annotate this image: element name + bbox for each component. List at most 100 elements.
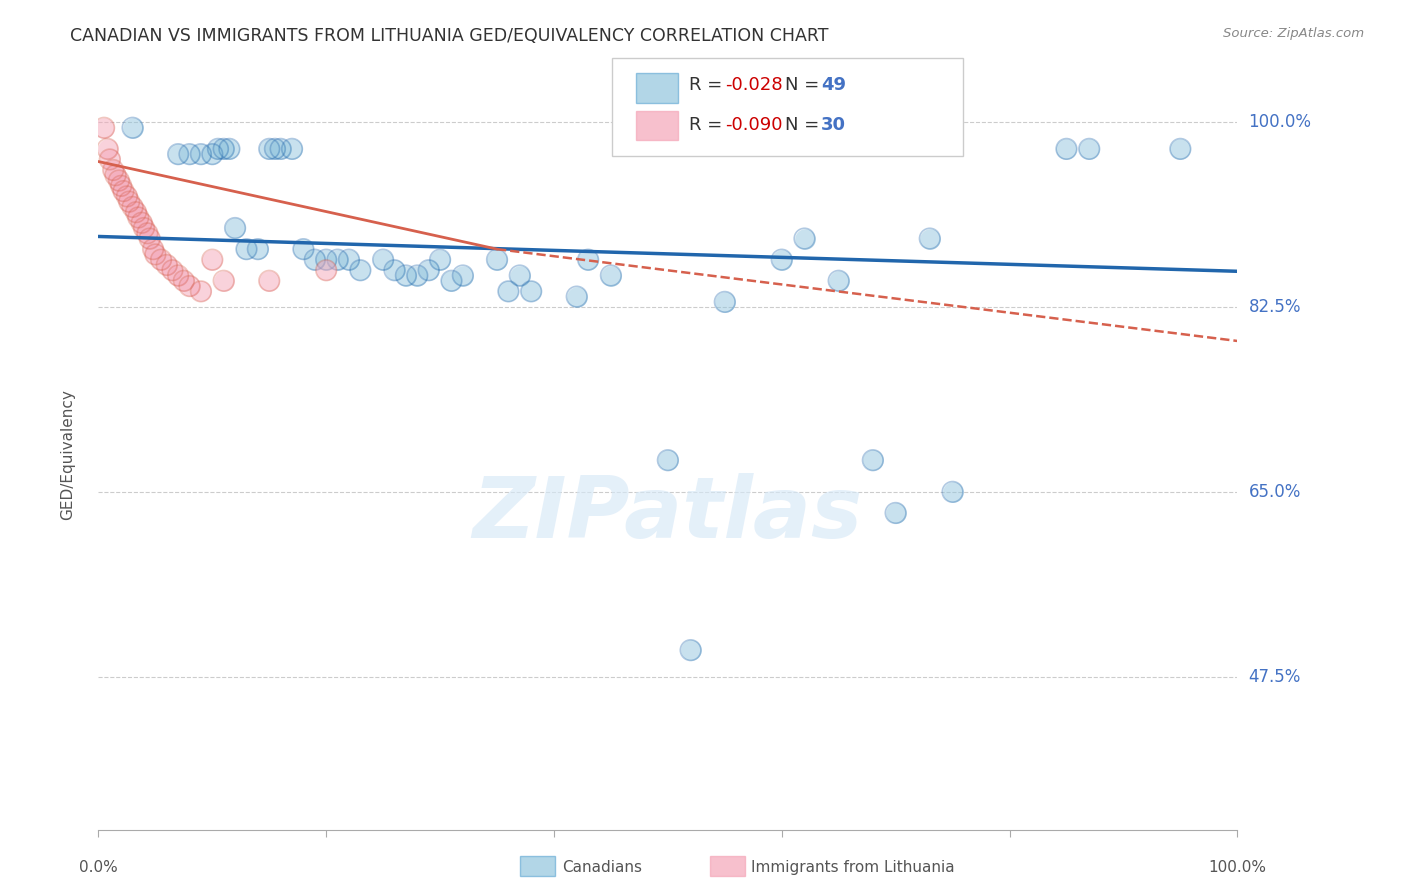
- Y-axis label: GED/Equivalency: GED/Equivalency: [60, 390, 75, 520]
- Point: [270, 142, 292, 156]
- Point: [1170, 142, 1192, 156]
- Point: [235, 242, 257, 256]
- Point: [98, 153, 121, 167]
- Point: [440, 274, 463, 288]
- Point: [770, 252, 793, 267]
- Point: [406, 268, 429, 283]
- Point: [156, 258, 179, 272]
- Point: [224, 221, 246, 235]
- Point: [1170, 142, 1192, 156]
- Point: [118, 194, 141, 209]
- Point: [657, 453, 679, 467]
- Point: [942, 484, 965, 499]
- Point: [121, 120, 143, 135]
- Point: [112, 184, 135, 198]
- Text: Source: ZipAtlas.com: Source: ZipAtlas.com: [1223, 27, 1364, 40]
- Point: [1054, 142, 1078, 156]
- Point: [179, 147, 201, 161]
- Point: [657, 453, 679, 467]
- Point: [1078, 142, 1101, 156]
- Point: [156, 258, 179, 272]
- Text: R =: R =: [689, 116, 728, 134]
- Point: [246, 242, 269, 256]
- Point: [115, 189, 138, 203]
- Point: [167, 268, 190, 283]
- Point: [498, 285, 520, 299]
- Point: [451, 268, 474, 283]
- Point: [132, 221, 155, 235]
- Point: [259, 274, 281, 288]
- Point: [304, 252, 326, 267]
- Point: [429, 252, 451, 267]
- Point: [520, 285, 543, 299]
- Point: [110, 178, 132, 193]
- Point: [281, 142, 304, 156]
- Point: [918, 231, 941, 245]
- Point: [384, 263, 406, 277]
- Point: [212, 142, 235, 156]
- Point: [125, 205, 148, 219]
- Point: [190, 285, 212, 299]
- Point: [315, 252, 337, 267]
- Point: [429, 252, 451, 267]
- Point: [173, 274, 195, 288]
- Point: [167, 147, 190, 161]
- Point: [884, 506, 907, 520]
- Point: [145, 247, 167, 261]
- Point: [576, 252, 599, 267]
- Point: [418, 263, 440, 277]
- Point: [315, 263, 337, 277]
- Point: [326, 252, 349, 267]
- Point: [118, 194, 141, 209]
- Point: [498, 285, 520, 299]
- Point: [315, 252, 337, 267]
- Point: [167, 268, 190, 283]
- Point: [862, 453, 884, 467]
- Text: 100.0%: 100.0%: [1208, 860, 1267, 874]
- Text: 49: 49: [821, 76, 846, 94]
- Text: R =: R =: [689, 76, 728, 94]
- Point: [384, 263, 406, 277]
- Point: [212, 142, 235, 156]
- Point: [292, 242, 315, 256]
- Point: [793, 231, 815, 245]
- Point: [395, 268, 418, 283]
- Point: [103, 163, 125, 178]
- Point: [793, 231, 815, 245]
- Point: [600, 268, 623, 283]
- Point: [292, 242, 315, 256]
- Text: N =: N =: [785, 116, 824, 134]
- Point: [509, 268, 531, 283]
- Point: [451, 268, 474, 283]
- Point: [207, 142, 229, 156]
- Point: [349, 263, 371, 277]
- Point: [281, 142, 304, 156]
- Text: Canadians: Canadians: [562, 860, 643, 874]
- Point: [828, 274, 851, 288]
- Point: [132, 221, 155, 235]
- Text: -0.028: -0.028: [725, 76, 783, 94]
- Point: [264, 142, 287, 156]
- Point: [828, 274, 851, 288]
- Point: [349, 263, 371, 277]
- Point: [167, 147, 190, 161]
- Point: [93, 120, 115, 135]
- Point: [509, 268, 531, 283]
- Point: [142, 242, 165, 256]
- Text: -0.090: -0.090: [725, 116, 783, 134]
- Point: [127, 211, 149, 225]
- Point: [93, 120, 115, 135]
- Point: [127, 211, 149, 225]
- Point: [162, 263, 184, 277]
- Point: [304, 252, 326, 267]
- Point: [246, 242, 269, 256]
- Text: 82.5%: 82.5%: [1249, 298, 1301, 316]
- Point: [201, 252, 224, 267]
- Point: [1078, 142, 1101, 156]
- Point: [714, 294, 737, 309]
- Point: [395, 268, 418, 283]
- Point: [108, 173, 131, 187]
- Point: [884, 506, 907, 520]
- Text: N =: N =: [785, 76, 824, 94]
- Point: [371, 252, 394, 267]
